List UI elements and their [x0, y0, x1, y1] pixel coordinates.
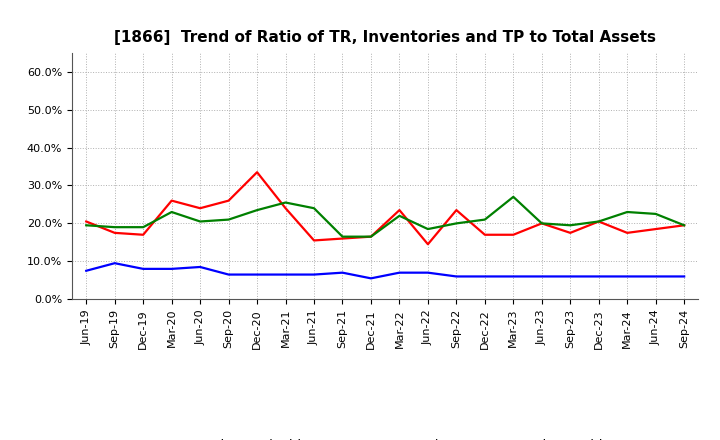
Trade Payables [623, 209, 631, 215]
Trade Payables [395, 213, 404, 218]
Inventories [139, 266, 148, 271]
Trade Receivables [338, 236, 347, 241]
Trade Receivables [110, 230, 119, 235]
Inventories [509, 274, 518, 279]
Trade Receivables [652, 227, 660, 232]
Trade Receivables [595, 219, 603, 224]
Trade Receivables [282, 205, 290, 211]
Line: Trade Payables: Trade Payables [86, 197, 684, 237]
Trade Payables [423, 227, 432, 232]
Trade Payables [595, 219, 603, 224]
Trade Receivables [82, 219, 91, 224]
Trade Payables [338, 234, 347, 239]
Inventories [452, 274, 461, 279]
Trade Payables [253, 208, 261, 213]
Inventories [680, 274, 688, 279]
Trade Payables [282, 200, 290, 205]
Trade Payables [452, 221, 461, 226]
Inventories [225, 272, 233, 277]
Inventories [366, 276, 375, 281]
Trade Payables [537, 221, 546, 226]
Trade Payables [566, 223, 575, 228]
Trade Receivables [623, 230, 631, 235]
Trade Receivables [366, 234, 375, 239]
Line: Inventories: Inventories [86, 263, 684, 279]
Trade Receivables [480, 232, 489, 238]
Inventories [480, 274, 489, 279]
Trade Receivables [310, 238, 318, 243]
Trade Payables [480, 217, 489, 222]
Trade Receivables [196, 205, 204, 211]
Trade Payables [680, 223, 688, 228]
Trade Receivables [509, 232, 518, 238]
Trade Receivables [566, 230, 575, 235]
Trade Receivables [395, 208, 404, 213]
Inventories [537, 274, 546, 279]
Trade Payables [652, 211, 660, 216]
Trade Payables [110, 224, 119, 230]
Trade Receivables [680, 223, 688, 228]
Inventories [82, 268, 91, 273]
Inventories [282, 272, 290, 277]
Trade Receivables [452, 208, 461, 213]
Inventories [196, 264, 204, 270]
Trade Receivables [423, 242, 432, 247]
Legend: Trade Receivables, Inventories, Trade Payables: Trade Receivables, Inventories, Trade Pa… [148, 434, 623, 440]
Trade Payables [82, 223, 91, 228]
Trade Payables [196, 219, 204, 224]
Inventories [566, 274, 575, 279]
Trade Payables [310, 205, 318, 211]
Trade Receivables [167, 198, 176, 203]
Trade Receivables [537, 221, 546, 226]
Inventories [253, 272, 261, 277]
Line: Trade Receivables: Trade Receivables [86, 172, 684, 244]
Inventories [652, 274, 660, 279]
Trade Receivables [253, 169, 261, 175]
Trade Payables [366, 234, 375, 239]
Inventories [110, 260, 119, 266]
Inventories [310, 272, 318, 277]
Inventories [595, 274, 603, 279]
Title: [1866]  Trend of Ratio of TR, Inventories and TP to Total Assets: [1866] Trend of Ratio of TR, Inventories… [114, 29, 656, 45]
Trade Payables [167, 209, 176, 215]
Trade Receivables [225, 198, 233, 203]
Trade Receivables [139, 232, 148, 238]
Inventories [423, 270, 432, 275]
Trade Payables [139, 224, 148, 230]
Trade Payables [509, 194, 518, 199]
Inventories [623, 274, 631, 279]
Inventories [395, 270, 404, 275]
Trade Payables [225, 217, 233, 222]
Inventories [167, 266, 176, 271]
Inventories [338, 270, 347, 275]
